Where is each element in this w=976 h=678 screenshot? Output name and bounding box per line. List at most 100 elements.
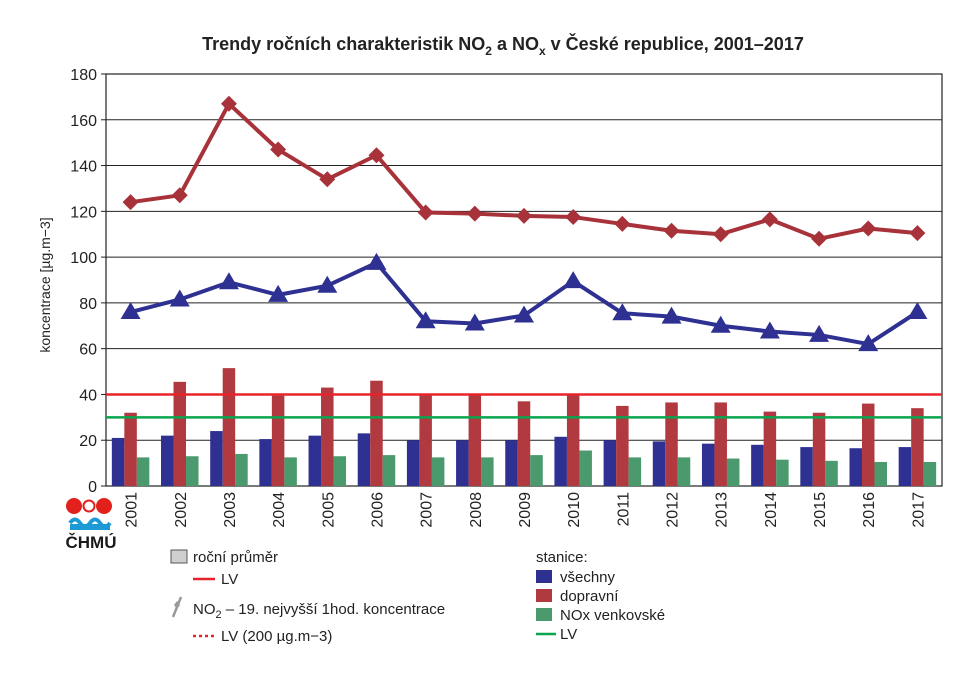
bar-NOx-venkovské bbox=[776, 459, 789, 486]
x-tick-label: 2013 bbox=[714, 492, 731, 528]
point-dopravní bbox=[368, 147, 385, 164]
x-tick-label: 2003 bbox=[222, 492, 239, 528]
bar-dopravní bbox=[468, 394, 482, 486]
point-dopravní bbox=[466, 205, 483, 222]
x-tick-label: 2012 bbox=[665, 492, 682, 528]
bar-dopravní bbox=[665, 402, 678, 486]
bar-NOx-venkovské bbox=[628, 457, 642, 486]
point-dopravní bbox=[516, 207, 532, 224]
point-dopravní bbox=[663, 222, 680, 239]
bar-dopravní bbox=[616, 405, 629, 486]
point-všechny bbox=[464, 313, 485, 331]
title-sub-1: 2 bbox=[485, 44, 492, 58]
bar-všechny bbox=[357, 433, 371, 486]
legend-line-marker-icon bbox=[171, 596, 183, 618]
point-všechny bbox=[120, 302, 141, 320]
legend-right: stanice: všechny dopravní NOx venkovské … bbox=[536, 549, 665, 643]
point-dopravní bbox=[712, 226, 729, 243]
point-všechny bbox=[218, 272, 239, 290]
y-tick-label: 40 bbox=[79, 387, 97, 404]
legend-traffic: dopravní bbox=[560, 588, 619, 605]
x-tick-label: 2011 bbox=[615, 492, 632, 527]
bar-všechny bbox=[701, 443, 715, 486]
x-tick-label: 2017 bbox=[910, 492, 927, 528]
bar-všechny bbox=[505, 440, 518, 486]
point-všechny bbox=[317, 275, 338, 293]
y-tick-label: 100 bbox=[70, 250, 97, 267]
title-part-1: Trendy ročních charakteristik NO bbox=[202, 34, 485, 54]
x-tick-label: 2014 bbox=[763, 492, 780, 528]
logo-text: ČHMÚ bbox=[66, 533, 117, 552]
bar-všechny bbox=[554, 436, 567, 486]
y-tick-label: 60 bbox=[79, 342, 97, 359]
bar-NOx-venkovské bbox=[726, 458, 740, 486]
bar-dopravní bbox=[714, 402, 727, 486]
bar-NOx-venkovské bbox=[284, 457, 297, 486]
chart-title: Trendy ročních charakteristik NO2 a NOx … bbox=[202, 33, 804, 58]
legend-all: všechny bbox=[560, 569, 616, 586]
legend-lv-red: LV bbox=[221, 571, 238, 588]
y-tick-label: 160 bbox=[70, 113, 97, 130]
x-tick-label: 2005 bbox=[320, 492, 337, 528]
legend-swatch-traffic bbox=[536, 589, 552, 602]
legend-left: roční průměr LV NO2 – 19. nejvyšší 1hod.… bbox=[170, 549, 445, 645]
point-dopravní bbox=[319, 171, 336, 188]
x-ticks-layer: 2001 2002 2003 2004 2005 2006 2007 2008 2009 2010… bbox=[124, 492, 928, 528]
point-všechny bbox=[809, 324, 830, 342]
lines-layer bbox=[120, 95, 928, 352]
bar-NOx-venkovské bbox=[874, 461, 887, 486]
x-tick-label: 2006 bbox=[369, 492, 386, 528]
point-dopravní bbox=[909, 225, 926, 242]
point-všechny bbox=[268, 284, 289, 302]
bar-všechny bbox=[111, 437, 125, 486]
bar-všechny bbox=[259, 439, 272, 486]
point-všechny bbox=[563, 271, 584, 289]
point-dopravní bbox=[122, 194, 139, 211]
legend-swatch-annual-mean bbox=[170, 549, 188, 564]
bar-dopravní bbox=[911, 408, 924, 486]
point-všechny bbox=[858, 334, 879, 352]
bar-NOx-venkovské bbox=[530, 455, 543, 486]
x-tick-label: 2009 bbox=[517, 492, 534, 528]
bar-dopravní bbox=[566, 394, 580, 486]
point-všechny bbox=[661, 306, 682, 324]
chmu-logo: ČHMÚ bbox=[66, 498, 117, 552]
bar-všechny bbox=[161, 435, 174, 486]
legend-swatch-rural bbox=[536, 608, 552, 621]
legend-no2-rest: – 19. nejvyšší 1hod. koncentrace bbox=[222, 601, 445, 618]
point-všechny bbox=[710, 315, 731, 333]
point-všechny bbox=[169, 289, 190, 307]
point-dopravní bbox=[171, 187, 188, 204]
bar-dopravní bbox=[517, 401, 531, 486]
bar-dopravní bbox=[222, 368, 236, 486]
bar-NOx-venkovské bbox=[481, 457, 494, 486]
x-tick-label: 2010 bbox=[566, 492, 583, 528]
point-všechny bbox=[514, 305, 534, 323]
bar-NOx-venkovské bbox=[825, 460, 838, 486]
x-tick-label: 2008 bbox=[468, 492, 485, 528]
bar-NOx-venkovské bbox=[382, 455, 396, 486]
bar-NOx-venkovské bbox=[579, 450, 592, 486]
legend-no2-prefix: NO bbox=[193, 601, 216, 618]
bar-NOx-venkovské bbox=[136, 457, 150, 486]
y-tick-label: 80 bbox=[79, 296, 97, 313]
point-všechny bbox=[366, 252, 387, 270]
bar-dopravní bbox=[763, 411, 777, 486]
bar-NOx-venkovské bbox=[677, 457, 691, 486]
legend-no2-19th: NO2 – 19. nejvyšší 1hod. koncentrace bbox=[193, 601, 445, 621]
point-dopravní bbox=[860, 220, 877, 237]
legend-annual-mean: roční průměr bbox=[193, 549, 278, 566]
bar-dopravní bbox=[321, 387, 334, 486]
bar-NOx-venkovské bbox=[235, 453, 248, 486]
point-dopravní bbox=[614, 215, 631, 232]
x-tick-label: 2007 bbox=[419, 492, 436, 528]
point-dopravní bbox=[417, 204, 434, 221]
y-tick-label: 140 bbox=[70, 159, 97, 176]
y-axis-label: koncentrace [µg.m−3] bbox=[37, 217, 53, 352]
bar-všechny bbox=[652, 441, 666, 486]
title-sub-2: x bbox=[539, 44, 546, 58]
bar-všechny bbox=[210, 431, 223, 486]
point-všechny bbox=[759, 321, 780, 339]
point-dopravní bbox=[761, 211, 778, 228]
bar-všechny bbox=[800, 447, 813, 486]
